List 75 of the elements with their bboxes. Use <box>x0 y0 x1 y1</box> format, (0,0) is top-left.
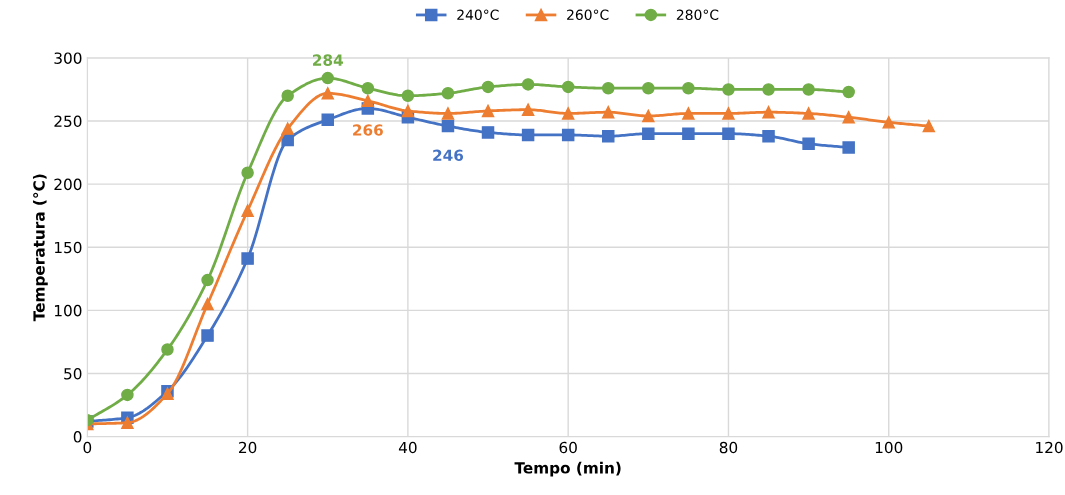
y-axis-title: Temperatura (°C) <box>32 174 48 322</box>
point <box>121 416 134 429</box>
point <box>642 127 655 140</box>
point <box>441 87 455 100</box>
point <box>401 89 415 103</box>
legend-label: 240°C <box>457 9 499 20</box>
legend-label: 260°C <box>567 9 609 20</box>
y-tick-label: 150 <box>54 241 82 254</box>
point <box>201 273 214 287</box>
point <box>481 126 495 139</box>
point <box>321 113 335 127</box>
point <box>441 119 455 133</box>
point <box>682 127 695 140</box>
y-tick-label: 50 <box>64 367 82 380</box>
point <box>642 81 655 95</box>
point <box>281 89 294 103</box>
point <box>161 343 174 356</box>
point <box>561 107 575 120</box>
point <box>802 137 815 150</box>
annotation: 246 <box>433 149 464 162</box>
y-tick-label: 100 <box>54 304 82 317</box>
point <box>722 127 735 140</box>
point <box>241 204 254 217</box>
x-axis-title: Tempo (min) <box>514 461 621 477</box>
point <box>762 129 775 143</box>
point <box>722 107 735 120</box>
point <box>882 116 895 129</box>
y-tick-label: 250 <box>54 115 82 128</box>
point <box>401 104 415 118</box>
point <box>802 107 815 120</box>
point <box>842 85 855 99</box>
point <box>601 129 615 143</box>
point <box>201 297 214 311</box>
y-tick-label: 200 <box>54 178 82 191</box>
point <box>281 122 294 135</box>
point <box>481 80 495 94</box>
point <box>642 109 655 123</box>
x-tick-label: 100 <box>875 441 903 454</box>
point <box>121 388 134 402</box>
x-tick-label: 40 <box>398 441 417 454</box>
x-tick-label: 120 <box>1036 441 1063 454</box>
point <box>762 83 775 96</box>
point <box>321 87 335 100</box>
annotation: 266 <box>353 124 383 136</box>
point <box>441 107 455 120</box>
x-tick-label: 20 <box>239 441 257 454</box>
point <box>481 104 495 118</box>
point <box>361 94 375 108</box>
point <box>842 110 855 124</box>
annotation: 284 <box>313 54 343 66</box>
x-tick-label: 0 <box>83 441 92 454</box>
x-tick-label: 60 <box>559 441 577 454</box>
point <box>922 119 936 133</box>
point <box>201 329 214 342</box>
point <box>682 81 695 95</box>
y-tick-label: 300 <box>54 52 82 64</box>
point <box>521 128 535 142</box>
point <box>762 105 775 119</box>
point <box>241 166 254 180</box>
legend-label: 280°C <box>676 9 719 20</box>
point <box>842 141 855 154</box>
point <box>601 81 615 95</box>
point <box>802 83 815 96</box>
point <box>361 81 375 95</box>
point <box>561 80 575 94</box>
point <box>722 83 735 96</box>
y-tick-label: 0 <box>73 431 82 443</box>
point <box>682 107 695 120</box>
point <box>521 78 535 91</box>
point <box>561 128 575 142</box>
point <box>241 252 254 265</box>
point <box>321 71 335 85</box>
point <box>521 103 535 116</box>
point <box>601 105 615 119</box>
x-tick-label: 80 <box>719 441 738 454</box>
